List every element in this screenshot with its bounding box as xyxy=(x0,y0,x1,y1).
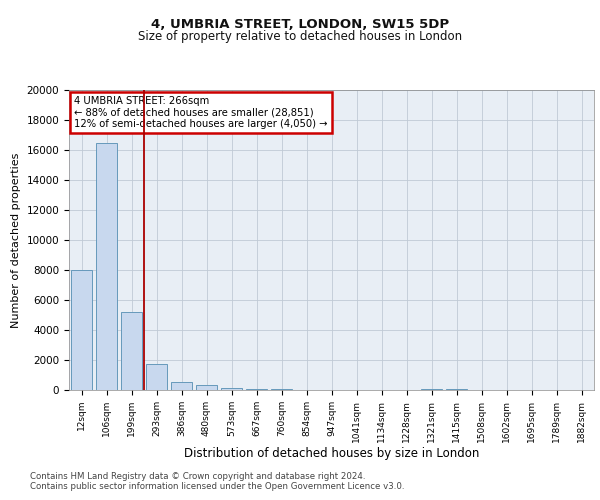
Bar xyxy=(246,388,267,390)
Bar xyxy=(146,364,167,390)
Bar xyxy=(421,388,442,390)
Bar xyxy=(96,142,117,390)
Text: Contains HM Land Registry data © Crown copyright and database right 2024.: Contains HM Land Registry data © Crown c… xyxy=(30,472,365,481)
Text: 4, UMBRIA STREET, LONDON, SW15 5DP: 4, UMBRIA STREET, LONDON, SW15 5DP xyxy=(151,18,449,30)
Bar xyxy=(71,270,92,390)
Bar xyxy=(171,382,192,390)
Text: 4 UMBRIA STREET: 266sqm
← 88% of detached houses are smaller (28,851)
12% of sem: 4 UMBRIA STREET: 266sqm ← 88% of detache… xyxy=(74,96,328,129)
Bar xyxy=(121,312,142,390)
Y-axis label: Number of detached properties: Number of detached properties xyxy=(11,152,21,328)
Text: Size of property relative to detached houses in London: Size of property relative to detached ho… xyxy=(138,30,462,43)
Text: Contains public sector information licensed under the Open Government Licence v3: Contains public sector information licen… xyxy=(30,482,404,491)
X-axis label: Distribution of detached houses by size in London: Distribution of detached houses by size … xyxy=(184,448,479,460)
Bar xyxy=(196,385,217,390)
Bar xyxy=(221,388,242,390)
